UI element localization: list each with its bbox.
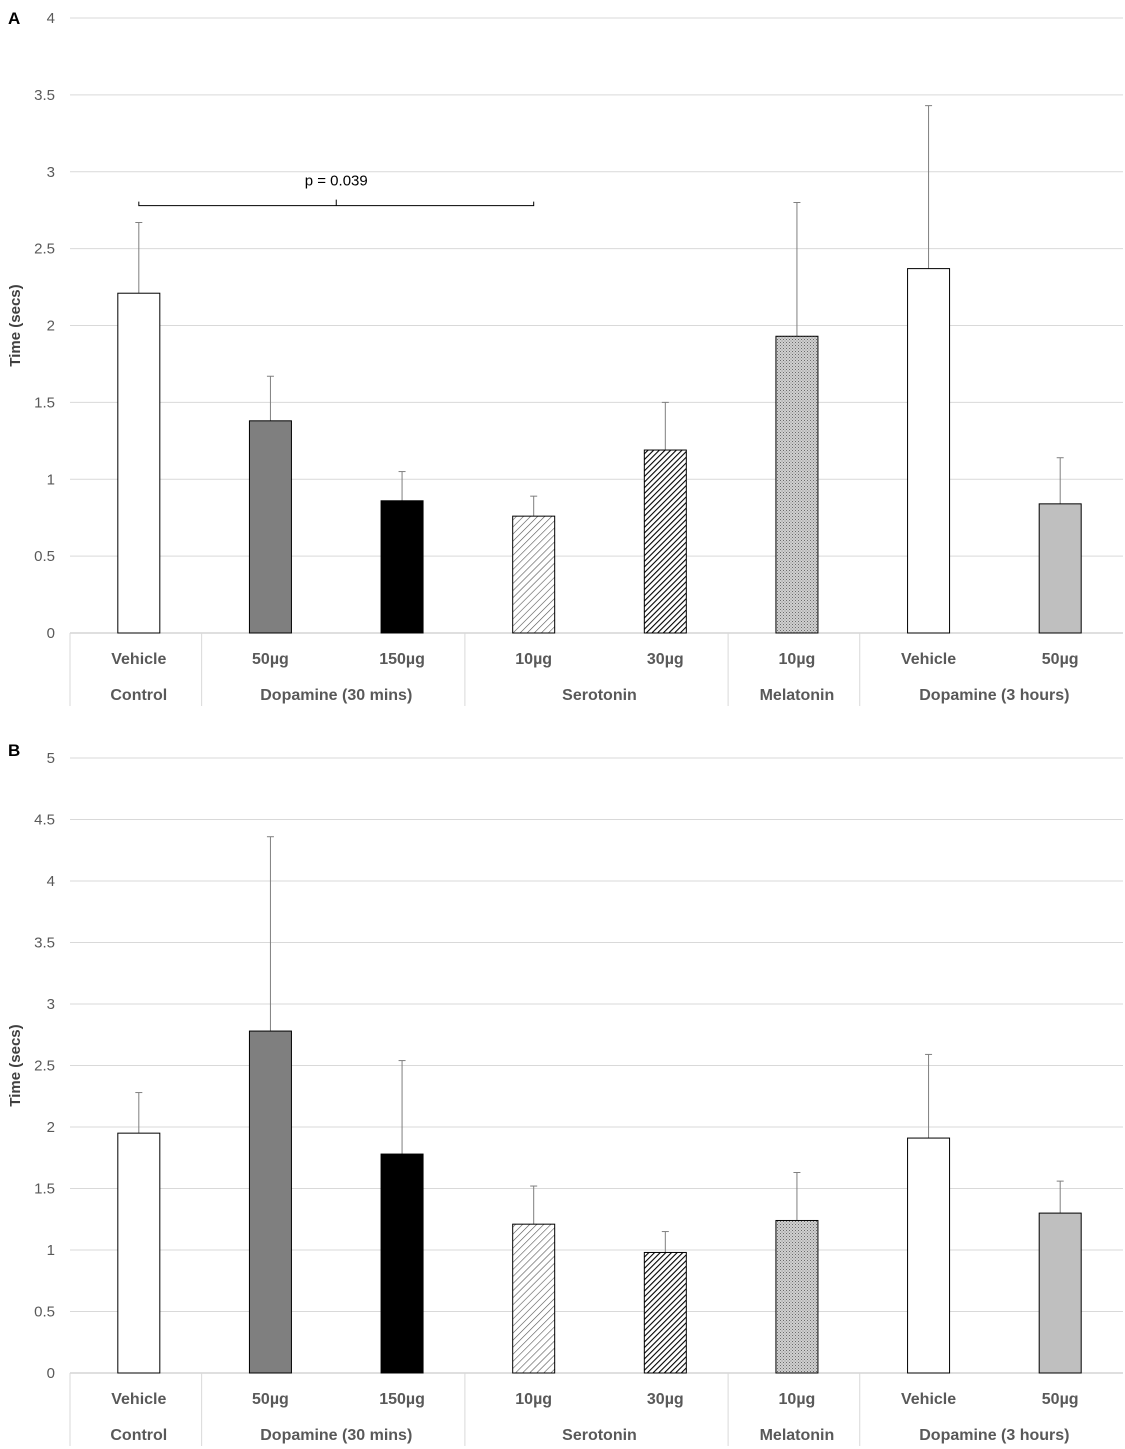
significance-bracket xyxy=(138,199,535,207)
y-tick-label: 3 xyxy=(47,164,55,181)
y-tick-label: 1 xyxy=(47,1242,55,1259)
bar xyxy=(380,1153,424,1374)
bar xyxy=(117,292,161,634)
y-tick-label: 3.5 xyxy=(34,935,55,952)
bar xyxy=(1038,503,1082,634)
category-label: 50µg xyxy=(1042,1391,1079,1408)
bar xyxy=(380,500,424,634)
bar xyxy=(907,268,951,634)
category-label: 150µg xyxy=(379,1391,425,1408)
bar xyxy=(248,420,292,634)
bar xyxy=(248,1030,292,1374)
y-tick-label: 0 xyxy=(47,625,55,642)
y-tick-label: 0 xyxy=(47,1365,55,1382)
y-tick-label: 2.5 xyxy=(34,241,55,258)
y-tick-label: 1.5 xyxy=(34,1181,55,1198)
category-label: 30µg xyxy=(647,651,684,668)
bar xyxy=(775,335,819,634)
group-label: Control xyxy=(110,1427,167,1444)
bar xyxy=(907,1137,951,1374)
group-label: Control xyxy=(110,687,167,704)
category-label: 10µg xyxy=(515,651,552,668)
bar xyxy=(512,515,556,634)
category-label: Vehicle xyxy=(901,1391,956,1408)
y-tick-label: 4 xyxy=(47,10,55,27)
panel-a: A Time (secs) 0 0.5 1 1.5 2 2.5 3 3.5 4 Vehicle 50µg… xyxy=(7,9,1123,706)
significance-label: p = 0.039 xyxy=(305,173,368,190)
category-label: 50µg xyxy=(252,1391,289,1408)
category-label: 150µg xyxy=(379,651,425,668)
group-label: Dopamine (3 hours) xyxy=(919,687,1069,704)
bar xyxy=(512,1223,556,1374)
y-tick-label: 3 xyxy=(47,996,55,1013)
y-tick-label: 2 xyxy=(47,1119,55,1136)
bar xyxy=(643,449,687,634)
category-label: 10µg xyxy=(779,1391,816,1408)
y-tick-label: 2 xyxy=(47,318,55,335)
panel-label: A xyxy=(8,9,20,28)
group-label: Dopamine (30 mins) xyxy=(260,687,412,704)
category-label: 50µg xyxy=(252,651,289,668)
category-label: 30µg xyxy=(647,1391,684,1408)
group-label: Dopamine (3 hours) xyxy=(919,1427,1069,1444)
y-tick-label: 1 xyxy=(47,471,55,488)
y-axis-title: Time (secs) xyxy=(7,284,24,366)
category-label: Vehicle xyxy=(901,651,956,668)
y-axis-title: Time (secs) xyxy=(7,1024,24,1106)
y-tick-label: 3.5 xyxy=(34,87,55,104)
category-label: Vehicle xyxy=(111,1391,166,1408)
group-label: Serotonin xyxy=(562,687,637,704)
y-tick-label: 1.5 xyxy=(34,394,55,411)
category-label: 50µg xyxy=(1042,651,1079,668)
bar xyxy=(117,1132,161,1374)
y-tick-label: 4 xyxy=(47,873,55,890)
group-label: Melatonin xyxy=(760,687,835,704)
category-label: 10µg xyxy=(515,1391,552,1408)
y-tick-label: 5 xyxy=(47,750,55,767)
bar xyxy=(775,1219,819,1374)
bar xyxy=(1038,1212,1082,1374)
y-tick-label: 4.5 xyxy=(34,812,55,829)
y-tick-label: 2.5 xyxy=(34,1058,55,1075)
y-tick-label: 0.5 xyxy=(34,548,55,565)
y-tick-label: 0.5 xyxy=(34,1304,55,1321)
category-label: 10µg xyxy=(779,651,816,668)
bar xyxy=(643,1251,687,1374)
panel-b: B Time (secs) 0 0.5 1 1.5 2 2.5 3 3.5 4 4.5 5 Vehicle… xyxy=(7,741,1123,1446)
group-label: Serotonin xyxy=(562,1427,637,1444)
category-label: Vehicle xyxy=(111,651,166,668)
panel-label: B xyxy=(8,741,20,760)
group-label: Dopamine (30 mins) xyxy=(260,1427,412,1444)
group-label: Melatonin xyxy=(760,1427,835,1444)
